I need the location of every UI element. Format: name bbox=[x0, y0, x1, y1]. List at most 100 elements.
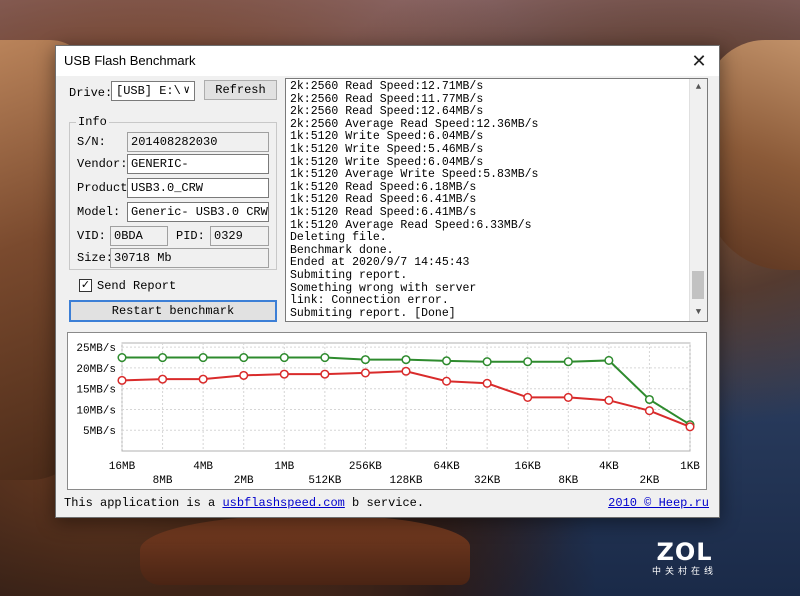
scroll-up-icon[interactable]: ▲ bbox=[695, 82, 702, 92]
send-report-checkbox[interactable]: ✓ bbox=[79, 279, 92, 292]
background-rock-bottom bbox=[140, 515, 470, 585]
log-line: 1k:5120 Average Read Speed:6.33MB/s bbox=[290, 218, 532, 232]
series-point-0 bbox=[279, 352, 289, 363]
log-line: Deleting file. bbox=[290, 231, 387, 245]
series-point-0 bbox=[482, 357, 492, 367]
restart-benchmark-button[interactable]: Restart benchmark bbox=[69, 300, 277, 322]
y-tick-label: 15MB/s bbox=[76, 385, 116, 397]
series-point-1 bbox=[158, 374, 168, 384]
size-field[interactable]: 30718 Mb bbox=[110, 248, 269, 268]
log-line: Submiting report. bbox=[290, 268, 408, 282]
product-label: Product: bbox=[77, 181, 135, 195]
log-line: Benchmark done. bbox=[290, 243, 394, 257]
log-scrollbar[interactable]: ▲ ▼ bbox=[689, 79, 707, 321]
series-point-1 bbox=[279, 369, 289, 379]
series-point-0 bbox=[644, 394, 654, 405]
log-line: 1k:5120 Read Speed:6.41MB/s bbox=[290, 205, 477, 219]
x-tick-label: 32KB bbox=[474, 475, 501, 487]
log-line: Something wrong with server bbox=[290, 281, 477, 295]
x-tick-label: 8MB bbox=[153, 475, 173, 487]
check-icon: ✓ bbox=[80, 279, 91, 291]
heep-link[interactable]: 2010 © Heep.ru bbox=[608, 496, 709, 510]
series-point-0 bbox=[239, 352, 249, 363]
send-report-label: Send Report bbox=[97, 279, 177, 293]
series-point-1 bbox=[401, 366, 411, 376]
series-point-1 bbox=[320, 369, 330, 379]
x-tick-label: 8KB bbox=[558, 475, 578, 487]
series-point-1 bbox=[604, 395, 614, 405]
footer-right: 2010 © Heep.ru bbox=[608, 496, 709, 510]
log-line: 2k:2560 Read Speed:11.77MB/s bbox=[290, 92, 484, 106]
model-label: Model: bbox=[77, 205, 121, 219]
series-point-1 bbox=[482, 378, 492, 388]
series-point-1 bbox=[198, 374, 208, 384]
x-tick-label: 512KB bbox=[308, 475, 341, 487]
pid-field[interactable]: 0329 bbox=[210, 226, 269, 246]
y-tick-label: 20MB/s bbox=[76, 364, 116, 376]
log-line: Ended at 2020/9/7 14:45:43 bbox=[290, 256, 470, 270]
x-tick-label: 1KB bbox=[680, 461, 700, 473]
sn-field[interactable]: 201408282030 bbox=[127, 132, 269, 152]
series-point-0 bbox=[401, 355, 411, 365]
log-lines: 2k:2560 Read Speed:12.71MB/s 2k:2560 Read… bbox=[290, 80, 689, 320]
drive-select[interactable]: [USB] E:\ ∨ bbox=[111, 81, 195, 101]
series-point-1 bbox=[442, 376, 452, 386]
x-tick-label: 4KB bbox=[599, 461, 619, 473]
x-tick-label: 16KB bbox=[515, 461, 542, 473]
series-point-0 bbox=[198, 352, 208, 363]
drive-label: Drive: bbox=[69, 86, 113, 100]
scroll-down-icon[interactable]: ▼ bbox=[695, 307, 702, 317]
size-label: Size: bbox=[77, 251, 114, 265]
log-line: 1k:5120 Read Speed:6.18MB/s bbox=[290, 180, 477, 194]
close-icon[interactable]: ✕ bbox=[691, 51, 707, 71]
series-point-0 bbox=[563, 357, 573, 367]
zol-logo: ZOL bbox=[656, 538, 713, 566]
x-tick-label: 4MB bbox=[193, 461, 213, 473]
log-line: link: Connection error. bbox=[290, 294, 449, 308]
x-tick-label: 64KB bbox=[433, 461, 460, 473]
model-field[interactable]: Generic- USB3.0 CRW bbox=[127, 202, 269, 222]
vid-label: VID: bbox=[77, 229, 106, 243]
x-tick-label: 2MB bbox=[234, 475, 254, 487]
vendor-field[interactable]: GENERIC- bbox=[127, 154, 269, 174]
info-legend: Info bbox=[76, 115, 109, 129]
footer-suffix: b service. bbox=[344, 496, 425, 510]
log-line: 1k:5120 Read Speed:6.41MB/s bbox=[290, 193, 477, 207]
series-point-1 bbox=[117, 375, 127, 385]
series-point-1 bbox=[360, 368, 370, 378]
info-group: Info S/N: 201408282030 Vendor: GENERIC- … bbox=[69, 115, 277, 270]
series-point-0 bbox=[360, 355, 370, 365]
product-field[interactable]: USB3.0_CRW bbox=[127, 178, 269, 198]
speed-chart-svg: 25MB/s 20MB/s 15MB/s 10MB/s 5MB/s 16MB 8MB 4MB 2… bbox=[76, 342, 700, 487]
drive-select-value: [USB] E:\ bbox=[116, 84, 181, 98]
log-line: 1k:5120 Write Speed:5.46MB/s bbox=[290, 142, 484, 156]
log-textarea[interactable]: 2k:2560 Read Speed:12.71MB/s 2k:2560 Read… bbox=[285, 78, 708, 322]
refresh-button[interactable]: Refresh bbox=[204, 80, 277, 100]
x-tick-label: 256KB bbox=[349, 461, 382, 473]
series-point-0 bbox=[442, 356, 452, 366]
benchmark-window: USB Flash Benchmark ✕ Drive: [USB] E:\ ∨… bbox=[55, 45, 720, 518]
vid-field[interactable]: 0BDA bbox=[110, 226, 168, 246]
footer-prefix: This application is a bbox=[64, 496, 223, 510]
x-tick-label: 16MB bbox=[109, 461, 136, 473]
pid-label: PID: bbox=[176, 229, 205, 243]
zol-watermark: ZOL 中关村在线 bbox=[652, 540, 717, 577]
series-point-0 bbox=[158, 352, 168, 363]
log-line: 1k:5120 Average Write Speed:5.83MB/s bbox=[290, 168, 539, 182]
series-point-1 bbox=[239, 370, 249, 380]
log-line: 2k:2560 Read Speed:12.64MB/s bbox=[290, 105, 484, 119]
log-line: 2k:2560 Read Speed:12.71MB/s bbox=[290, 80, 484, 93]
series-point-1 bbox=[523, 392, 533, 402]
series-point-0 bbox=[604, 355, 614, 365]
series-point-0 bbox=[117, 352, 127, 363]
usbflashspeed-link[interactable]: usbflashspeed.com bbox=[222, 496, 345, 510]
log-line: 1k:5120 Write Speed:6.04MB/s bbox=[290, 130, 484, 144]
zol-subtitle: 中关村在线 bbox=[652, 566, 718, 576]
sn-label: S/N: bbox=[77, 135, 106, 149]
log-line: 1k:5120 Write Speed:6.04MB/s bbox=[290, 155, 484, 169]
vendor-label: Vendor: bbox=[77, 157, 128, 171]
chevron-down-icon: ∨ bbox=[183, 85, 190, 97]
background-rock-right bbox=[705, 40, 800, 270]
title-bar: USB Flash Benchmark ✕ bbox=[56, 46, 719, 76]
scroll-thumb[interactable] bbox=[692, 271, 704, 299]
